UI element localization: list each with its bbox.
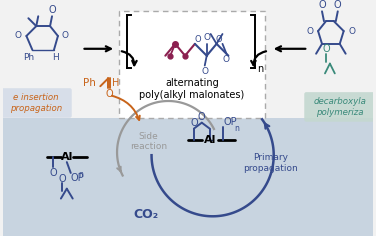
Text: O: O xyxy=(194,35,201,44)
Text: O: O xyxy=(105,89,113,99)
Text: n: n xyxy=(78,170,83,179)
Text: H: H xyxy=(53,53,59,62)
Text: O: O xyxy=(349,26,356,36)
Text: Al: Al xyxy=(203,135,216,145)
Text: Al: Al xyxy=(61,152,73,162)
Text: O: O xyxy=(49,168,57,178)
Text: n: n xyxy=(234,124,239,133)
Text: O: O xyxy=(215,35,222,44)
Text: O: O xyxy=(48,5,56,15)
Text: O: O xyxy=(203,34,210,42)
Text: O: O xyxy=(15,31,21,41)
Text: e insertion
propagation: e insertion propagation xyxy=(10,93,62,113)
Text: OP: OP xyxy=(71,173,84,183)
Text: O: O xyxy=(322,44,330,54)
Text: O: O xyxy=(58,174,66,184)
Text: O: O xyxy=(334,0,341,10)
Text: O: O xyxy=(201,67,208,76)
Text: decarboxyla
polymeriza: decarboxyla polymeriza xyxy=(313,97,366,117)
FancyBboxPatch shape xyxy=(1,88,72,118)
Text: Ph: Ph xyxy=(83,78,96,88)
Text: alternating
poly(alkyl malonates): alternating poly(alkyl malonates) xyxy=(139,78,244,100)
Text: O: O xyxy=(190,118,198,128)
FancyBboxPatch shape xyxy=(119,11,265,118)
Text: Side
reaction: Side reaction xyxy=(130,132,167,151)
Text: O: O xyxy=(62,31,69,41)
Text: Ph: Ph xyxy=(23,53,34,62)
Text: OP: OP xyxy=(223,117,237,127)
Text: H: H xyxy=(112,78,120,88)
Text: O: O xyxy=(306,26,313,36)
Text: O: O xyxy=(223,55,230,64)
Text: n: n xyxy=(257,64,263,75)
FancyBboxPatch shape xyxy=(304,92,375,122)
Bar xyxy=(3,4,373,120)
Text: O: O xyxy=(198,112,206,122)
Bar xyxy=(3,118,373,236)
Text: Primary
propagation: Primary propagation xyxy=(243,153,298,173)
Text: O: O xyxy=(318,0,326,10)
Text: CO₂: CO₂ xyxy=(133,208,158,221)
